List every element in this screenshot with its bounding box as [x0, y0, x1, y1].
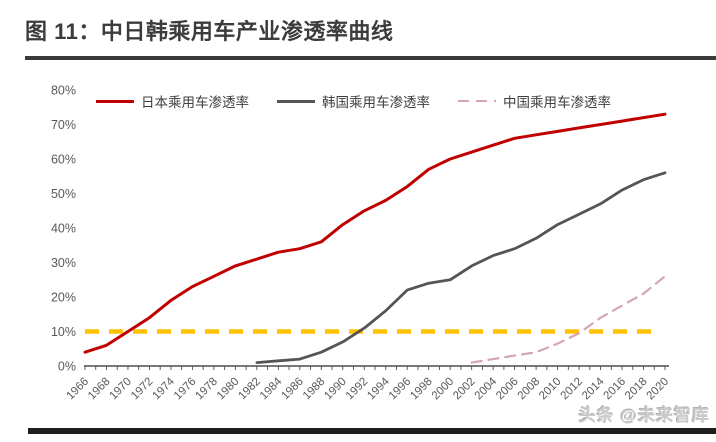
x-tick-label: 1990: [322, 376, 349, 403]
x-tick-label: 1996: [387, 376, 414, 403]
x-tick-label: 1986: [279, 376, 306, 403]
x-tick-label: 1968: [86, 376, 113, 403]
x-tick-label: 2014: [580, 375, 607, 402]
korea-series-line: [255, 171, 667, 364]
y-tick-label: 30%: [51, 256, 76, 270]
x-tick-label: 1966: [65, 376, 92, 403]
x-tick-label: 2020: [645, 376, 672, 403]
y-tick-label: 20%: [51, 291, 76, 305]
legend-label-japan: 日本乘用车渗透率: [141, 95, 249, 110]
legend-item-korea: 韩国乘用车渗透率: [277, 91, 430, 111]
x-tick-label: 2008: [516, 376, 543, 403]
y-tick-label: 10%: [51, 325, 76, 339]
x-tick-label: 1998: [408, 376, 435, 403]
x-tick-label: 1976: [172, 376, 199, 403]
x-tick-label: 2012: [559, 376, 586, 403]
x-tick-label: 1988: [301, 376, 328, 403]
y-tick-label: 40%: [51, 222, 76, 236]
x-tick-label: 2002: [451, 376, 478, 403]
x-tick-label: 2004: [473, 375, 500, 402]
x-tick-label: 1978: [193, 376, 220, 403]
y-tick-label: 80%: [51, 84, 76, 98]
y-tick-label: 50%: [51, 187, 76, 201]
legend-item-japan: 日本乘用车渗透率: [96, 91, 249, 111]
x-tick-label: 1970: [108, 376, 135, 403]
x-tick-label: 1972: [129, 376, 156, 403]
bottom-bar: [28, 428, 716, 434]
x-tick-label: 1992: [344, 376, 371, 403]
x-tick-label: 1974: [150, 375, 177, 402]
legend-label-korea: 韩国乘用车渗透率: [322, 95, 430, 110]
legend-item-china: 中国乘用车渗透率: [458, 91, 611, 111]
chart-legend: 日本乘用车渗透率 韩国乘用车渗透率 中国乘用车渗透率: [96, 92, 611, 110]
legend-label-china: 中国乘用车渗透率: [503, 95, 611, 110]
y-tick-label: 70%: [51, 118, 76, 132]
x-tick-label: 2016: [602, 376, 629, 403]
x-tick-label: 1984: [258, 375, 285, 402]
japan-line-swatch: [96, 99, 134, 103]
x-tick-label: 1994: [365, 375, 392, 402]
y-tick-label: 60%: [51, 153, 76, 167]
china-line-swatch: [458, 99, 496, 103]
x-tick-label: 2000: [430, 376, 457, 403]
figure-title: 图 11：中日韩乘用车产业渗透率曲线: [25, 19, 394, 44]
korea-line-swatch: [277, 99, 315, 103]
y-tick-label: 0%: [58, 360, 76, 374]
title-underline: [25, 56, 716, 60]
x-tick-label: 2006: [494, 376, 521, 403]
x-tick-label: 2018: [623, 376, 650, 403]
watermark: 头条 @未来智库: [578, 406, 710, 425]
x-tick-label: 1980: [215, 376, 242, 403]
x-tick-label: 2010: [537, 376, 564, 403]
japan-series-line: [83, 112, 667, 354]
china-series-line: [470, 275, 667, 364]
x-tick-label: 1982: [236, 376, 263, 403]
